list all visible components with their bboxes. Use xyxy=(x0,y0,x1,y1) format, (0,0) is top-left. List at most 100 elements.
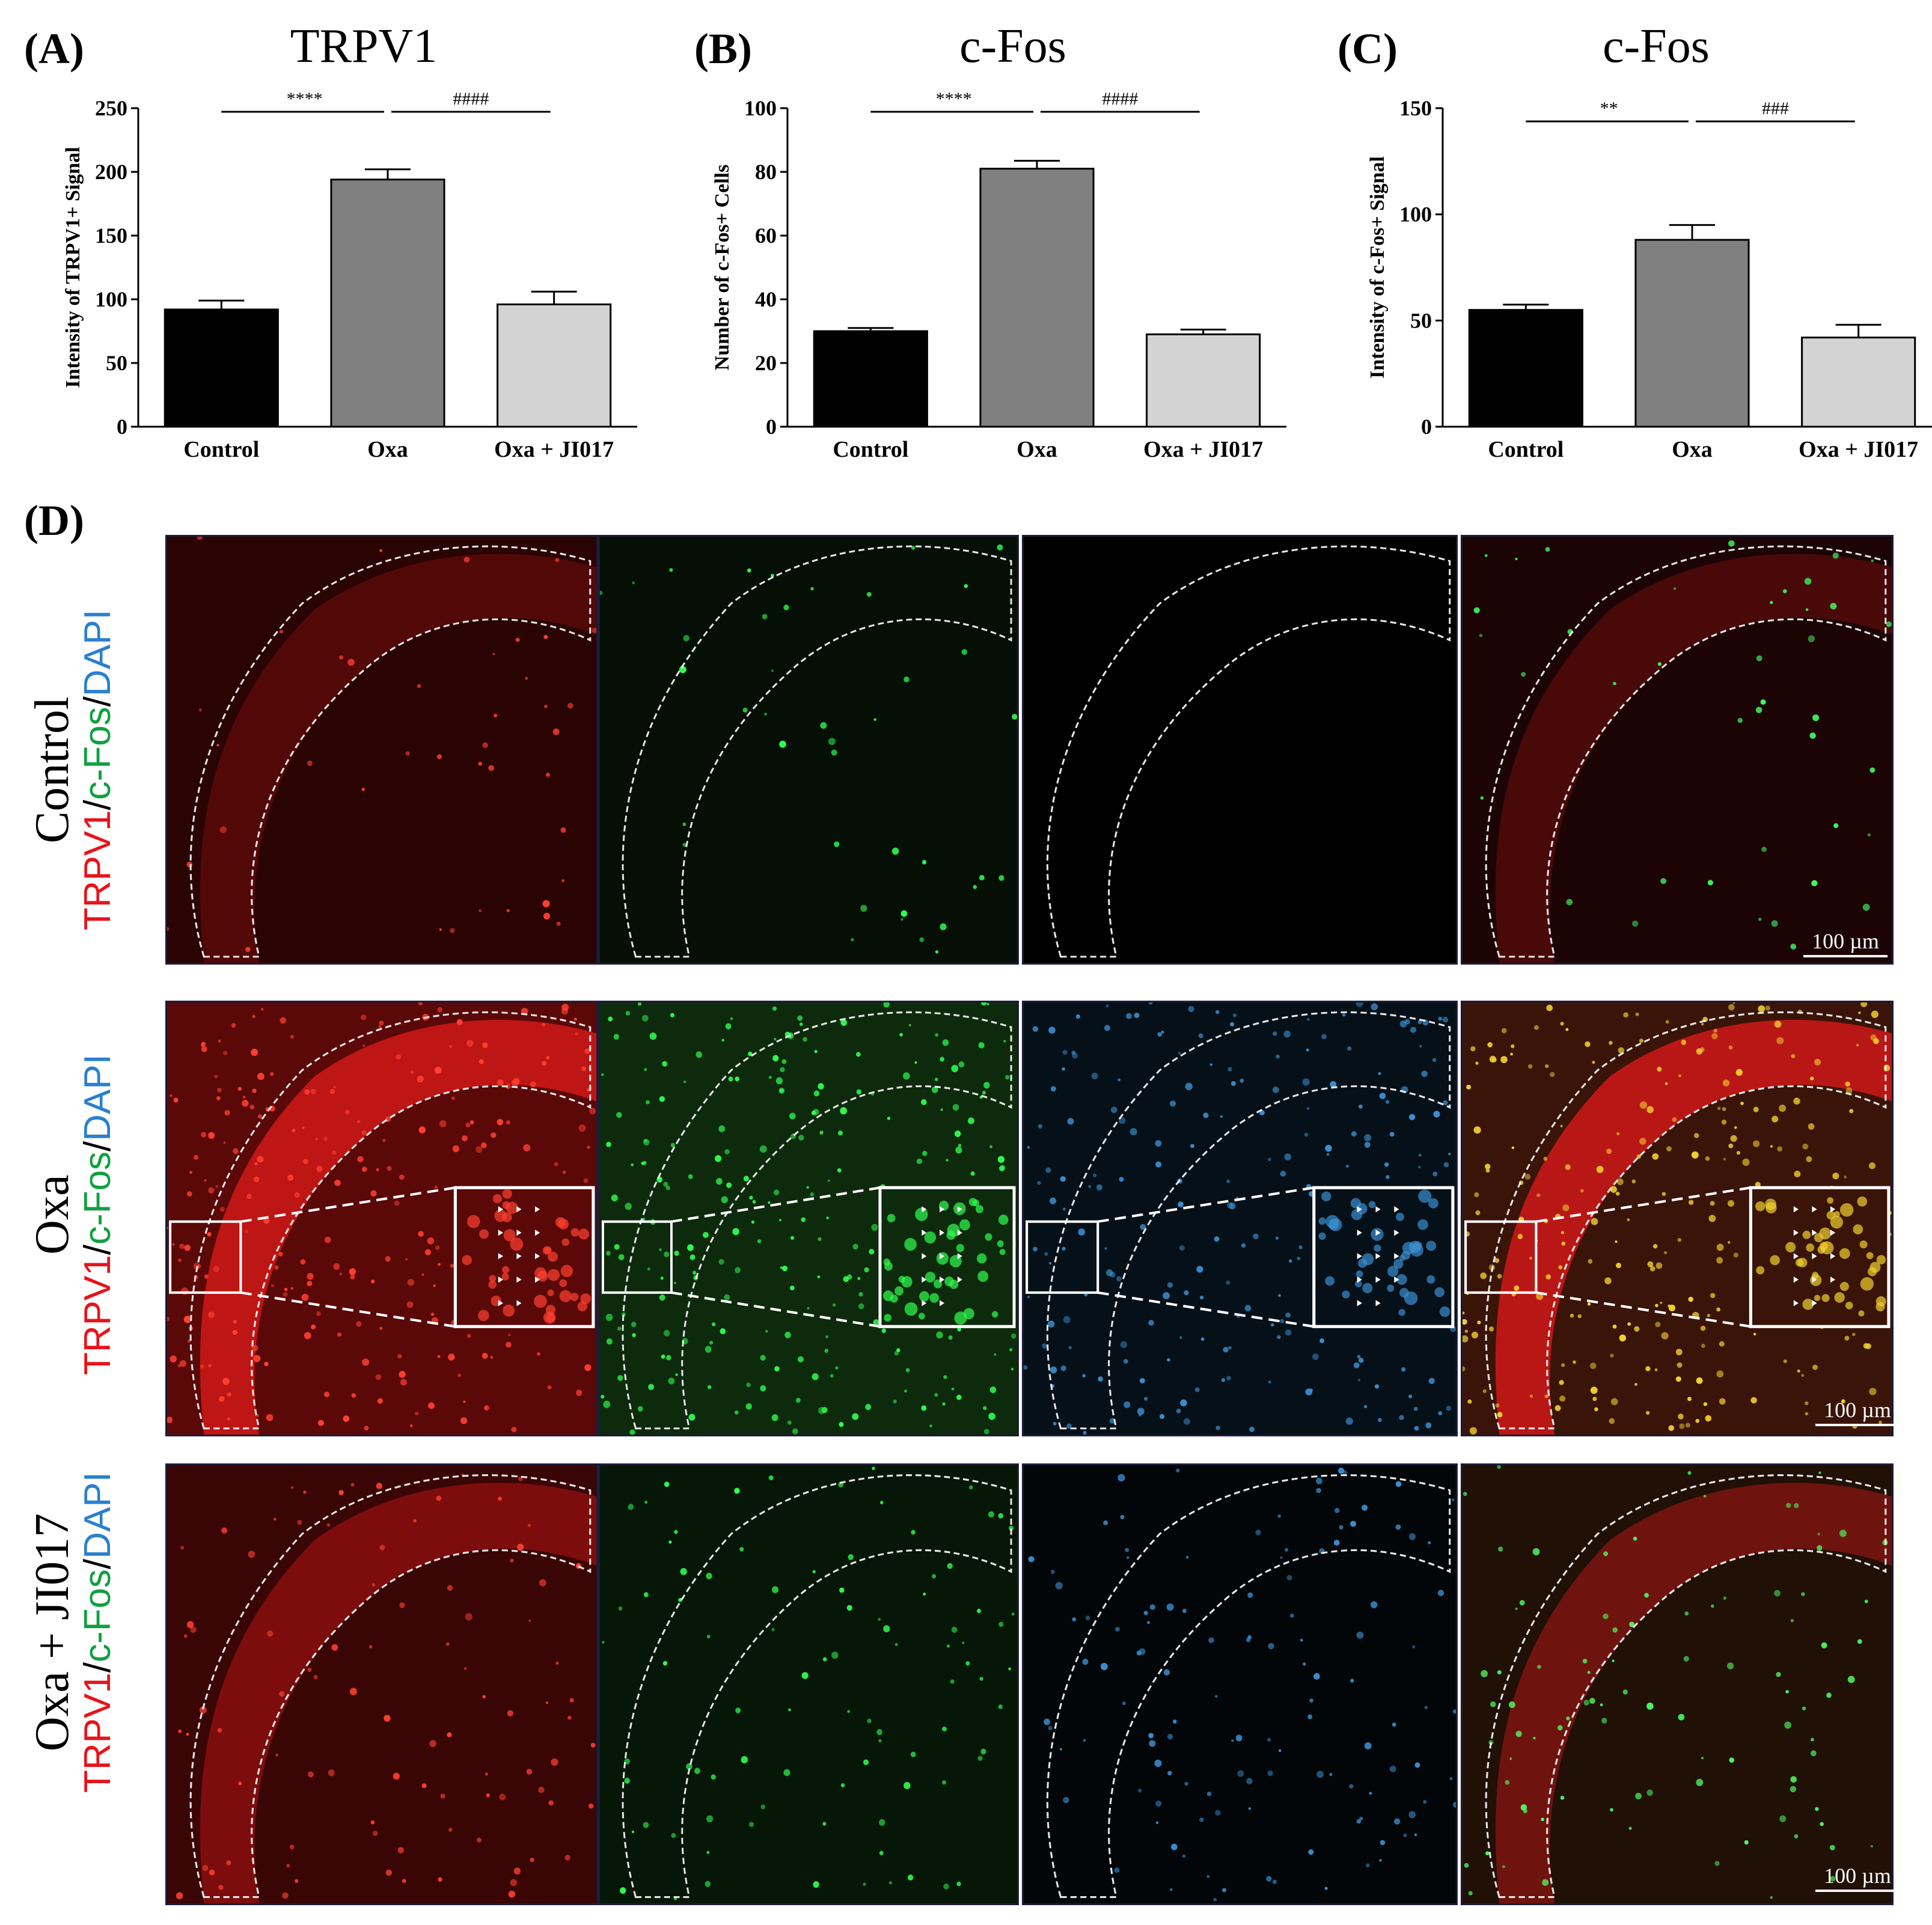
cell-signal-dot xyxy=(167,927,170,932)
inset-cell xyxy=(478,1310,489,1322)
cell-signal-dot xyxy=(641,1014,649,1022)
micrograph-image xyxy=(600,537,1017,963)
cell-signal-dot xyxy=(837,1130,843,1136)
cell-signal-dot xyxy=(1410,1027,1417,1033)
cell-signal-dot xyxy=(1830,603,1837,609)
micrograph-background xyxy=(1024,1465,1456,1903)
cell-signal-dot xyxy=(1753,1332,1756,1336)
cell-signal-dot xyxy=(1793,1097,1800,1105)
cell-signal-dot xyxy=(1716,1243,1724,1251)
cell-signal-dot xyxy=(1719,1398,1726,1405)
inset-cell xyxy=(1342,1290,1350,1299)
bar-oxa-ji017 xyxy=(1801,337,1916,428)
cell-signal-dot xyxy=(307,1281,313,1287)
cell-signal-dot xyxy=(287,1174,294,1181)
cell-signal-dot xyxy=(1326,1153,1330,1156)
cell-signal-dot xyxy=(1570,1313,1574,1318)
cell-signal-dot xyxy=(1811,1737,1814,1742)
cell-signal-dot xyxy=(670,1142,676,1148)
cell-signal-dot xyxy=(664,1251,670,1257)
cell-signal-dot xyxy=(527,1524,531,1527)
cell-signal-dot xyxy=(936,1331,943,1339)
cell-signal-dot xyxy=(768,1201,771,1204)
cell-signal-dot xyxy=(958,1061,965,1068)
zoom-region-box xyxy=(1464,1220,1538,1294)
cell-signal-dot xyxy=(1776,1671,1781,1677)
cell-signal-dot xyxy=(735,1267,741,1274)
cell-signal-dot xyxy=(771,1628,775,1631)
cell-signal-dot xyxy=(316,1165,323,1173)
cell-signal-dot xyxy=(561,1008,569,1015)
chart-title-a: TRPV1 xyxy=(290,20,438,73)
cell-signal-dot xyxy=(900,910,908,917)
cell-signal-dot xyxy=(1678,1074,1681,1078)
arrowhead-marker xyxy=(1812,1229,1817,1236)
cell-signal-dot xyxy=(1613,682,1616,686)
cell-signal-dot xyxy=(1672,1117,1677,1122)
cell-signal-dot xyxy=(1350,1679,1354,1683)
cell-signal-dot xyxy=(227,1392,231,1397)
cell-signal-dot xyxy=(1463,1335,1469,1343)
cell-signal-dot xyxy=(436,1495,442,1501)
cell-signal-dot xyxy=(583,1178,588,1183)
cell-signal-dot xyxy=(878,1617,881,1621)
cell-signal-dot xyxy=(1272,1879,1277,1884)
cell-signal-dot xyxy=(679,665,686,674)
cell-signal-dot xyxy=(292,1128,296,1133)
micrograph-control-cfos xyxy=(598,535,1019,965)
cell-signal-dot xyxy=(436,754,442,760)
cell-signal-dot xyxy=(1066,1423,1072,1429)
cell-signal-dot xyxy=(1303,1662,1306,1666)
stain-dapi-label: DAPI xyxy=(77,1054,118,1141)
cell-signal-dot xyxy=(1220,1115,1223,1118)
cell-signal-dot xyxy=(1448,1153,1451,1156)
cell-signal-dot xyxy=(1049,1197,1057,1204)
cell-signal-dot xyxy=(1774,1020,1782,1028)
cell-signal-dot xyxy=(364,1426,369,1431)
cell-signal-dot xyxy=(788,1708,791,1712)
inset-cell xyxy=(1875,1296,1886,1307)
cell-signal-dot xyxy=(718,1125,726,1132)
cell-signal-dot xyxy=(1596,1165,1604,1173)
cell-signal-dot xyxy=(186,1191,192,1197)
cell-signal-dot xyxy=(1533,1736,1536,1740)
inset-cell xyxy=(462,1255,472,1265)
cell-signal-dot xyxy=(1785,1502,1791,1509)
inset-cell xyxy=(997,1240,1004,1248)
cell-signal-dot xyxy=(1182,1608,1187,1613)
cell-signal-dot xyxy=(482,742,489,748)
cell-signal-dot xyxy=(812,1570,816,1573)
cell-signal-dot xyxy=(1589,1698,1595,1704)
cell-signal-dot xyxy=(567,1715,572,1720)
cell-signal-dot xyxy=(919,937,925,942)
cell-signal-dot xyxy=(1703,1402,1708,1406)
cell-signal-dot xyxy=(323,1136,328,1141)
cell-signal-dot xyxy=(1688,1200,1694,1205)
cell-signal-dot xyxy=(214,1075,218,1079)
cell-signal-dot xyxy=(1120,1341,1128,1349)
cell-signal-dot xyxy=(523,1144,531,1152)
scale-bar-line xyxy=(1803,955,1888,957)
cell-signal-dot xyxy=(1661,1332,1669,1340)
cell-signal-dot xyxy=(1350,1521,1356,1527)
cell-signal-dot xyxy=(1334,1508,1340,1513)
cell-signal-dot xyxy=(1856,1044,1859,1047)
cell-signal-dot xyxy=(1515,1607,1518,1611)
cell-signal-dot xyxy=(307,760,313,766)
bar-oxa xyxy=(979,168,1095,428)
cell-signal-dot xyxy=(1857,1639,1862,1644)
cell-signal-dot xyxy=(357,1156,364,1163)
cell-signal-dot xyxy=(1844,1335,1850,1341)
cell-signal-dot xyxy=(548,1800,554,1806)
y-tick-label: 0 xyxy=(117,415,127,439)
cell-signal-dot xyxy=(530,1857,534,1862)
cell-signal-dot xyxy=(1464,1329,1469,1333)
cell-signal-dot xyxy=(1283,1030,1291,1038)
cell-signal-dot xyxy=(1644,1593,1649,1598)
significance-marker: #### xyxy=(453,90,489,109)
cell-signal-dot xyxy=(1330,1081,1337,1088)
cell-signal-dot xyxy=(1655,1304,1658,1307)
cell-signal-dot xyxy=(510,1558,514,1563)
cell-signal-dot xyxy=(372,1831,378,1836)
cell-signal-dot xyxy=(1082,1374,1086,1378)
